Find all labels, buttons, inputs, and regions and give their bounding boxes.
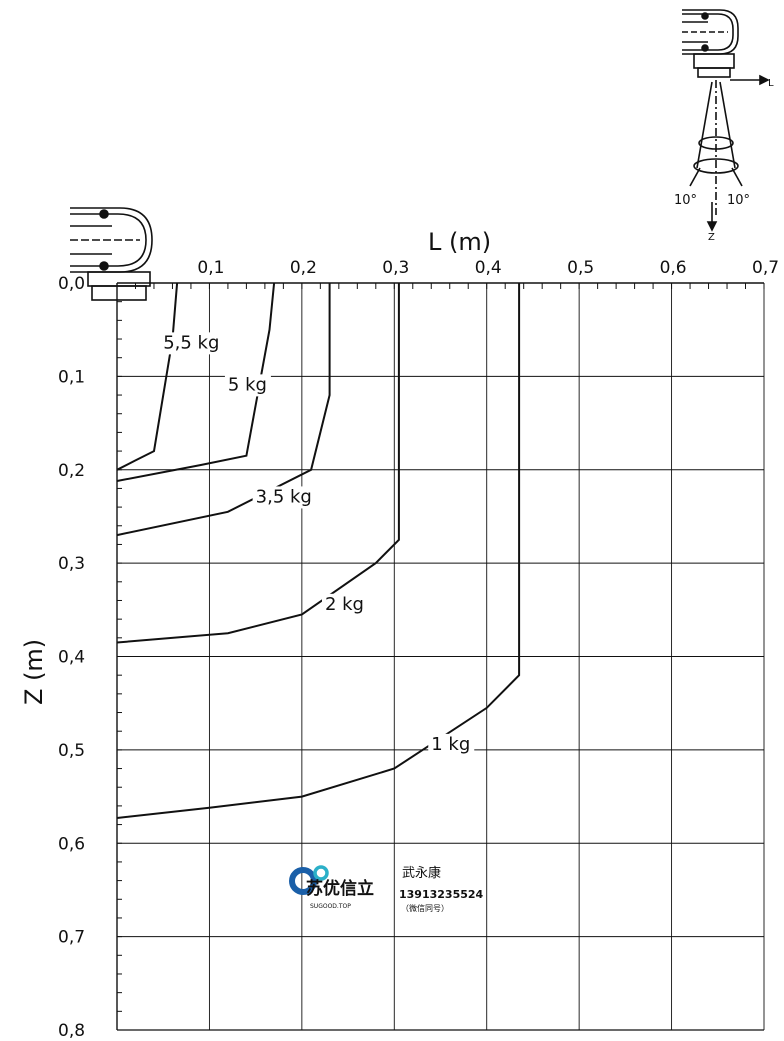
payload-curve [116,283,331,537]
brand-watermark: 苏优信立 SUGOOD.TOP 武永康 13913235524 （微信同号） [289,865,484,913]
y-tick-label: 0,5 [58,741,85,761]
y-axis-title: Z (m) [20,639,48,705]
curve-label-bg [321,593,368,616]
y-tick-label: 0,8 [58,1021,85,1041]
y-tick-label: 0,4 [58,648,85,668]
robot-arm-origin-icon [70,207,153,301]
curve-label: 5 kg [228,374,267,395]
x-axis-title: L (m) [428,228,491,256]
y-tick-label: 0,6 [58,834,85,854]
payload-curve [116,282,276,482]
cone-angle-left: 10° [674,193,697,208]
curve-label: 5,5 kg [163,332,219,353]
axis-l-label: L [768,78,774,89]
brand-sub: SUGOOD.TOP [310,903,351,910]
contact-phone: 13913235524 [399,888,484,901]
y-tick-label: 0,2 [58,461,85,481]
contact-name: 武永康 [402,865,441,881]
x-tick-label: 0,5 [567,258,594,278]
x-tick-label: 0,2 [290,258,317,278]
curve-label: 3,5 kg [256,486,312,507]
curve-label-bg [224,374,271,397]
y-tick-label: 0,3 [58,554,85,574]
y-tick-label: 0,1 [58,367,85,387]
gear-logo-icon [289,865,329,895]
y-tick-label: 0,0 [58,274,85,294]
x-tick-label: 0,4 [475,258,502,278]
payload-curve [116,283,521,819]
robot-arm-side-icon [682,9,770,232]
payload-curve [116,283,400,644]
x-tick-label: 0,7 [752,258,779,278]
payload-curve [116,282,179,471]
brand-name: 苏优信立 [306,878,374,899]
curve-label-bg [160,332,228,355]
cone-angle-right: 10° [727,193,750,208]
contact-note: （微信同号） [401,903,449,913]
curve-label-bg [252,486,320,509]
x-tick-label: 0,3 [382,258,409,278]
x-tick-label: 0,1 [197,258,224,278]
curve-label: 2 kg [325,594,364,615]
curve-label-bg [428,733,475,756]
axis-z-label: Z [708,232,715,243]
y-tick-label: 0,7 [58,928,85,948]
x-tick-label: 0,6 [660,258,687,278]
curve-label: 1 kg [431,734,470,755]
